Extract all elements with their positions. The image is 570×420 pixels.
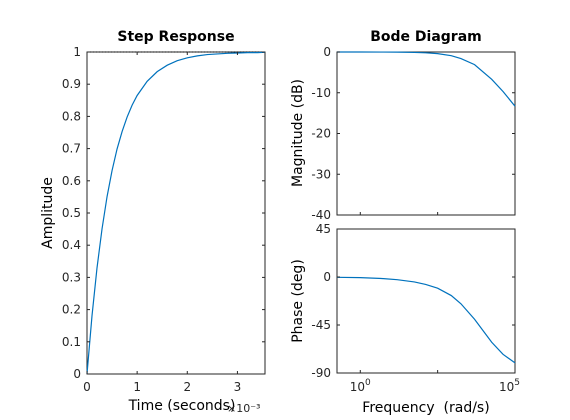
phase-ytick-label: -90 [311,366,331,380]
magnitude-ytick-label: -40 [311,208,331,222]
step-ytick-label: 0 [73,367,81,381]
phase-xtick-label: 100 [350,378,371,394]
magnitude-ytick-label: -20 [311,127,331,141]
step-ytick-label: 0.7 [62,142,81,156]
phase-ytick-label: 45 [316,222,331,236]
bode-frequency-xlabel: Frequency (rad/s) [362,400,489,416]
step-response-xlabel: Time (seconds) [128,398,236,414]
step-response-ylabel: Amplitude [40,177,56,249]
magnitude-ytick-label: -30 [311,167,331,181]
step-ytick-label: 1 [73,45,81,59]
bode-magnitude-panel: -40 -30 -20 -10 0 Bode Diagram Magnitude (dB… [290,29,516,222]
step-ytick-label: 0.4 [62,238,81,252]
bode-magnitude-axes [336,51,516,216]
step-x-exponent-label: ×10⁻³ [227,402,260,415]
bode-phase-ylabel: Phase (deg) [290,259,306,343]
step-ytick-label: 0.3 [62,270,81,284]
step-response-panel: 0 0.1 0.2 0.3 0.4 0.5 0.6 0.7 0.8 0.9 1 0 1 2 3 Step R… [40,29,266,415]
bode-magnitude-ylabel: Magnitude (dB) [290,79,306,187]
bode-phase-panel: -90 -45 0 45 100 105 Phase (deg) Frequency (r… [290,222,520,416]
step-ytick-label: 0.2 [62,303,81,317]
phase-xtick-label: 105 [499,378,520,394]
step-ytick-label: 0.6 [62,174,81,188]
magnitude-ytick-label: -10 [311,86,331,100]
magnitude-ytick-label: 0 [323,45,331,59]
step-ytick-label: 0.1 [62,335,81,349]
step-response-title: Step Response [117,29,234,45]
step-xtick-label: 3 [234,380,242,394]
step-xtick-label: 1 [133,380,141,394]
step-xtick-label: 0 [83,380,91,394]
bode-phase-curve [336,276,516,364]
step-ytick-label: 0.5 [62,206,81,220]
bode-magnitude-curve [337,51,516,107]
step-ytick-label: 0.8 [62,109,81,123]
bode-diagram-title: Bode Diagram [370,29,482,45]
bode-phase-axes [336,228,516,374]
phase-ytick-label: 0 [323,270,331,284]
step-response-axes [86,51,266,375]
phase-ytick-label: -45 [311,318,331,332]
step-response-curve [86,51,266,375]
step-ytick-label: 0.9 [62,77,81,91]
step-xtick-label: 2 [183,380,191,394]
